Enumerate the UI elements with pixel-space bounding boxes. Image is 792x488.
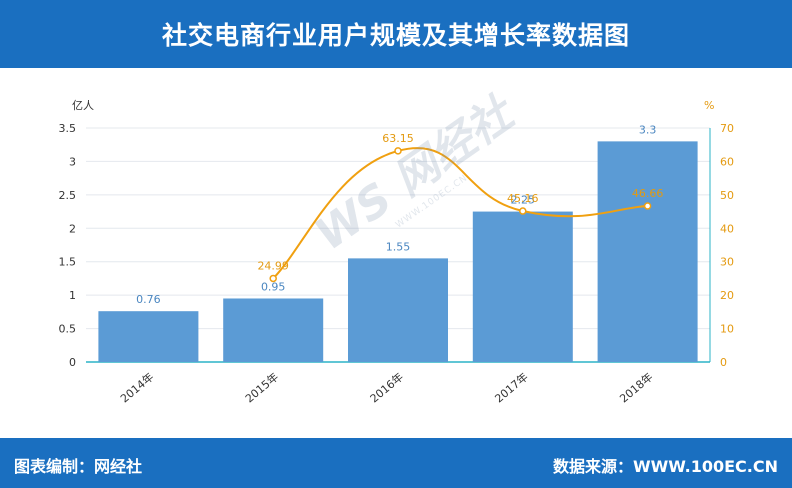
- bar: [348, 258, 448, 362]
- right-axis-tick-label: 70: [720, 122, 734, 135]
- chart-area: 0 0.5 1 1.5 2 2.5 3 3.5 0 10 20 30 40 50 60 70 亿人% 0.76 0.…: [0, 68, 792, 438]
- left-axis-tick-label: 2: [69, 222, 76, 235]
- left-axis-tick-label: 0: [69, 356, 76, 369]
- left-axis-tick-label: 0.5: [59, 323, 77, 336]
- x-axis-tick-label: 2015年: [242, 370, 281, 406]
- footer-bar: 图表编制：网经社 数据来源：WWW.100EC.CN: [0, 438, 792, 488]
- right-axis-tick-label: 60: [720, 155, 734, 168]
- bar-data-label: 2.25: [511, 194, 536, 207]
- x-axis-tick-label: 2017年: [492, 370, 531, 406]
- x-axis-tick-label: 2016年: [367, 370, 406, 406]
- footer-data-source: 数据来源：WWW.100EC.CN: [552, 457, 778, 476]
- line-data-label: 45.16: [507, 192, 539, 205]
- line-point: [394, 147, 402, 155]
- chart-svg: 0 0.5 1 1.5 2 2.5 3 3.5 0 10 20 30 40 50 60 70 亿人 % 0.76 0.…: [59, 99, 735, 406]
- right-axis-tick-label: 20: [720, 289, 734, 302]
- right-axis-tick-label: 0: [720, 356, 727, 369]
- bar: [597, 141, 698, 362]
- line-point: [643, 202, 652, 210]
- right-axis-tick-label: 30: [720, 256, 734, 269]
- bar-data-label: 1.55: [386, 240, 411, 253]
- x-axis-tick-label: 2014年: [117, 370, 156, 406]
- growth-rate-line: [272, 147, 648, 280]
- right-axis-tick-label: 50: [720, 189, 734, 202]
- left-axis-tick-label: 3: [69, 155, 76, 168]
- page-title: 社交电商行业用户规模及其增长率数据图: [161, 21, 630, 50]
- right-axis-tick-label: 10: [720, 323, 734, 336]
- right-axis-unit: %: [704, 99, 714, 112]
- bar-data-label: 3.3: [639, 123, 657, 136]
- right-axis-tick-label: 40: [720, 222, 734, 235]
- footer-source-credit: 图表编制：网经社: [14, 457, 143, 476]
- bar: [98, 311, 199, 362]
- left-axis-tick-label: 3.5: [59, 122, 77, 135]
- x-axis-tick-label: 2018年: [617, 370, 656, 406]
- left-axis-tick-label: 1.5: [59, 256, 77, 269]
- line-point: [519, 207, 527, 215]
- bar-data-label: 0.95: [261, 280, 286, 293]
- line-data-label: 24.99: [257, 259, 289, 272]
- left-axis-tick-label: 2.5: [59, 189, 77, 202]
- left-axis-unit: 亿人: [72, 99, 94, 112]
- left-axis-tick-label: 1: [69, 289, 76, 302]
- line-point: [269, 274, 277, 283]
- bar-data-label: 0.76: [136, 293, 161, 306]
- line-data-label: 63.15: [382, 132, 414, 145]
- header-bar: 社交电商行业用户规模及其增长率数据图: [0, 0, 792, 68]
- bar: [472, 211, 573, 362]
- bar: [223, 298, 324, 362]
- line-data-label: 46.66: [632, 187, 664, 200]
